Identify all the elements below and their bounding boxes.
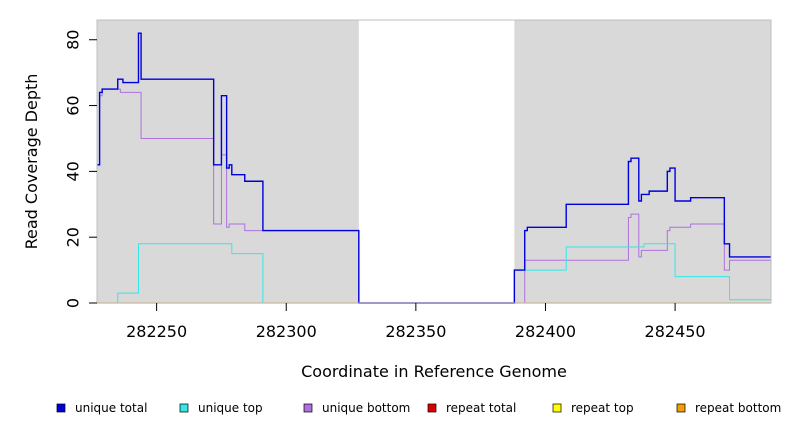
shaded-regions	[97, 20, 771, 303]
legend: unique total unique top unique bottom repea…	[56, 401, 781, 415]
y-axis-title: Read Coverage Depth	[22, 74, 41, 250]
legend-swatch	[552, 403, 562, 413]
x-tick-label-282400: 282400	[515, 322, 576, 341]
x-axis-title: Coordinate in Reference Genome	[301, 362, 567, 381]
plot-frame	[96, 19, 772, 304]
legend-item-repeat-total: repeat total	[427, 401, 516, 415]
x-tick-label-282450: 282450	[645, 322, 706, 341]
legend-item-repeat-top: repeat top	[552, 401, 634, 415]
y-tick-label-80: 80	[64, 30, 83, 50]
legend-label: repeat top	[571, 401, 634, 415]
shaded-region-2	[514, 20, 771, 303]
legend-swatch	[676, 403, 686, 413]
legend-swatch	[179, 403, 189, 413]
y-axis: 0 20 40 60 80	[64, 30, 97, 308]
y-tick-label-0: 0	[64, 298, 83, 308]
x-tick-label-282350: 282350	[385, 322, 446, 341]
x-axis: 282250 282300 282350 282400 282450	[126, 303, 706, 341]
legend-label: unique total	[75, 401, 147, 415]
legend-swatch	[303, 403, 313, 413]
series-unique-total	[97, 32, 771, 304]
legend-item-repeat-bottom: repeat bottom	[676, 401, 781, 415]
shaded-region-1	[97, 20, 359, 303]
legend-item-unique-total: unique total	[56, 401, 147, 415]
legend-item-unique-top: unique top	[179, 401, 263, 415]
legend-swatch	[56, 403, 66, 413]
legend-label: unique top	[198, 401, 263, 415]
legend-label: repeat bottom	[695, 401, 781, 415]
x-tick-label-282300: 282300	[256, 322, 317, 341]
y-tick-label-60: 60	[64, 95, 83, 115]
legend-label: repeat total	[446, 401, 516, 415]
y-tick-label-20: 20	[64, 227, 83, 247]
legend-swatch	[427, 403, 437, 413]
legend-label: unique bottom	[322, 401, 410, 415]
x-tick-label-282250: 282250	[126, 322, 187, 341]
y-tick-label-40: 40	[64, 161, 83, 181]
legend-item-unique-bottom: unique bottom	[303, 401, 410, 415]
